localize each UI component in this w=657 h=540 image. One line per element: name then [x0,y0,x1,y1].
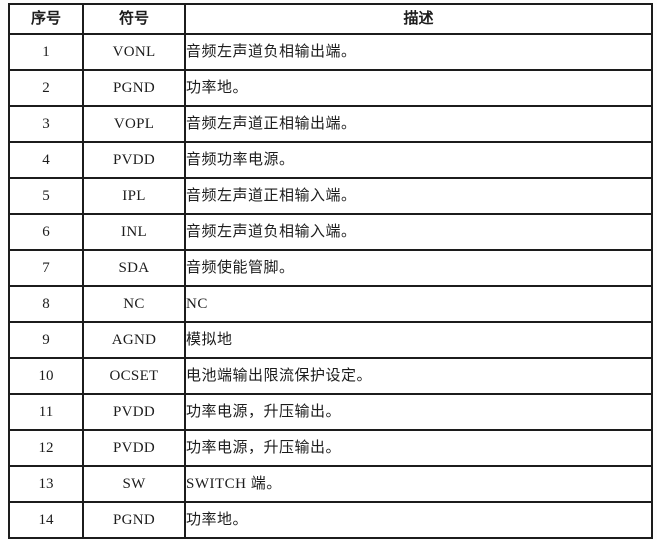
cell-description: SWITCH 端。 [184,465,653,503]
table-row: 14 PGND 功率地。 [8,501,653,539]
cell-description: 功率电源，升压输出。 [184,429,653,467]
cell-number: 5 [8,177,84,215]
table-row: 8 NC NC [8,285,653,323]
cell-description: 电池端输出限流保护设定。 [184,357,653,395]
table-row: 7 SDA 音频使能管脚。 [8,249,653,287]
cell-description: 音频左声道负相输出端。 [184,33,653,71]
table-row: 3 VOPL 音频左声道正相输出端。 [8,105,653,143]
cell-symbol: PVDD [82,393,186,431]
cell-description: 功率地。 [184,69,653,107]
table-body: 1 VONL 音频左声道负相输出端。 2 PGND 功率地。 3 VOPL 音频… [8,33,653,539]
cell-description: 模拟地 [184,321,653,359]
cell-symbol: OCSET [82,357,186,395]
cell-number: 2 [8,69,84,107]
table-row: 1 VONL 音频左声道负相输出端。 [8,33,653,71]
cell-symbol: AGND [82,321,186,359]
cell-description: 音频左声道负相输入端。 [184,213,653,251]
pin-description-table: 序号 符号 描述 1 VONL 音频左声道负相输出端。 2 PGND 功率地。 … [8,3,653,539]
cell-number: 10 [8,357,84,395]
cell-number: 3 [8,105,84,143]
table-row: 5 IPL 音频左声道正相输入端。 [8,177,653,215]
cell-symbol: INL [82,213,186,251]
table-row: 6 INL 音频左声道负相输入端。 [8,213,653,251]
cell-number: 4 [8,141,84,179]
cell-description: 音频功率电源。 [184,141,653,179]
cell-symbol: PVDD [82,429,186,467]
cell-symbol: SW [82,465,186,503]
table-row: 2 PGND 功率地。 [8,69,653,107]
header-cell-number: 序号 [8,3,84,35]
cell-number: 9 [8,321,84,359]
cell-description: NC [184,285,653,323]
cell-description: 音频使能管脚。 [184,249,653,287]
header-row: 序号 符号 描述 [8,3,653,35]
table-row: 12 PVDD 功率电源，升压输出。 [8,429,653,467]
cell-symbol: PGND [82,501,186,539]
cell-number: 7 [8,249,84,287]
cell-description: 音频左声道正相输出端。 [184,105,653,143]
cell-number: 1 [8,33,84,71]
cell-description: 音频左声道正相输入端。 [184,177,653,215]
cell-symbol: IPL [82,177,186,215]
cell-symbol: NC [82,285,186,323]
cell-symbol: VOPL [82,105,186,143]
table-header: 序号 符号 描述 [8,3,653,35]
cell-symbol: VONL [82,33,186,71]
cell-symbol: PVDD [82,141,186,179]
cell-number: 13 [8,465,84,503]
cell-number: 8 [8,285,84,323]
cell-number: 14 [8,501,84,539]
cell-number: 12 [8,429,84,467]
header-cell-description: 描述 [184,3,653,35]
cell-number: 6 [8,213,84,251]
header-cell-symbol: 符号 [82,3,186,35]
table-row: 13 SW SWITCH 端。 [8,465,653,503]
table-row: 11 PVDD 功率电源，升压输出。 [8,393,653,431]
cell-symbol: PGND [82,69,186,107]
table-row: 9 AGND 模拟地 [8,321,653,359]
cell-symbol: SDA [82,249,186,287]
cell-description: 功率地。 [184,501,653,539]
cell-number: 11 [8,393,84,431]
table-row: 4 PVDD 音频功率电源。 [8,141,653,179]
cell-description: 功率电源，升压输出。 [184,393,653,431]
table-row: 10 OCSET 电池端输出限流保护设定。 [8,357,653,395]
